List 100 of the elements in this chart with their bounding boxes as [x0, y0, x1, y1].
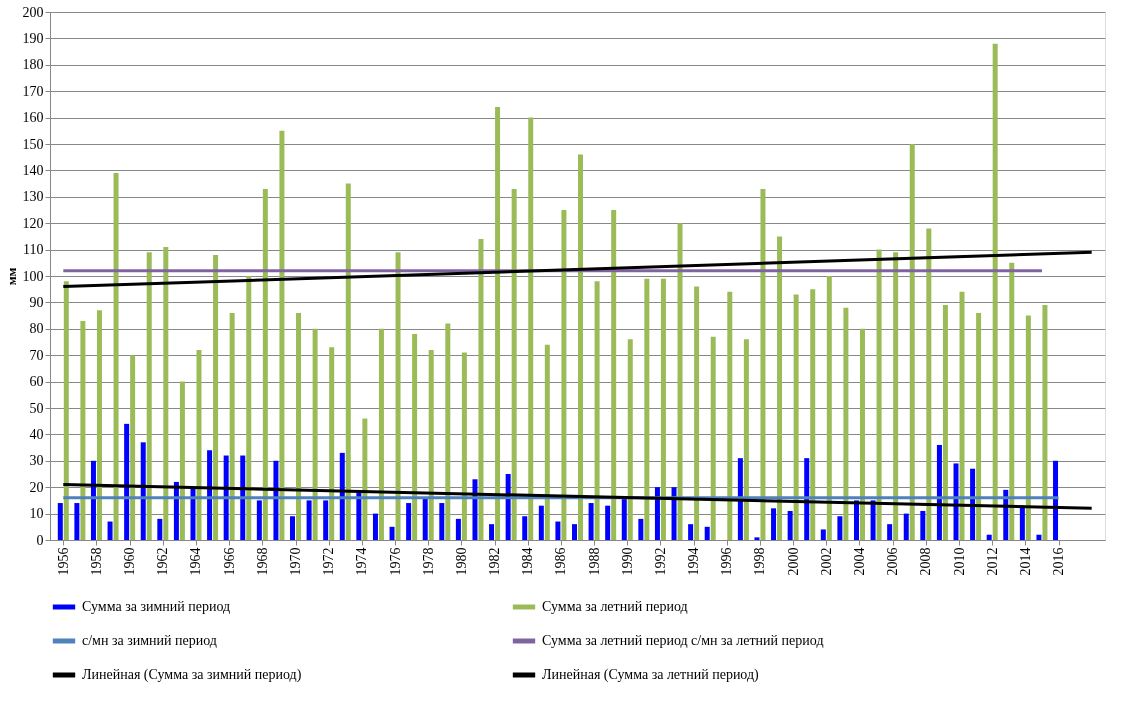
x-tick-label: 1982: [487, 547, 503, 576]
bar: [80, 320, 86, 540]
bar: [196, 349, 202, 540]
bar: [412, 334, 418, 540]
bar: [909, 144, 915, 540]
x-tick-label: 1978: [420, 547, 436, 576]
x-tick-label: 1968: [254, 547, 270, 576]
bar: [455, 518, 461, 540]
bar: [207, 450, 213, 540]
bar: [1053, 460, 1059, 540]
bar: [787, 510, 793, 540]
x-tick-label: 1974: [354, 547, 370, 576]
bar: [671, 487, 677, 540]
x-tick-label: 1984: [520, 547, 536, 576]
bar: [279, 130, 285, 540]
bar: [826, 276, 832, 540]
bar: [323, 500, 329, 540]
bar: [638, 518, 644, 540]
bar: [920, 510, 926, 540]
bar: [1042, 305, 1048, 540]
y-tick-label: 80: [29, 321, 44, 337]
x-tick-label: 2004: [851, 547, 867, 576]
y-tick-label: 160: [22, 110, 44, 126]
bar: [422, 497, 428, 540]
bar: [256, 500, 262, 540]
bar: [621, 497, 627, 540]
bar: [229, 312, 235, 540]
bar: [704, 526, 710, 540]
x-tick-label: 1998: [752, 547, 768, 576]
bar: [356, 492, 362, 540]
x-tick-label: 1988: [586, 547, 602, 576]
bar: [522, 516, 528, 540]
x-tick-label: 1980: [453, 547, 469, 576]
y-tick-label: 140: [22, 162, 44, 178]
y-axis-title: мм: [3, 267, 19, 286]
bar: [942, 305, 948, 540]
x-tick-label: 1996: [719, 547, 735, 576]
x-tick-label: 1960: [122, 547, 138, 576]
bar: [74, 503, 80, 540]
bar: [190, 487, 196, 540]
bar: [903, 513, 909, 540]
bar: [489, 524, 495, 540]
y-tick-label: 70: [29, 347, 44, 363]
bar: [1036, 534, 1042, 540]
bar: [561, 210, 567, 540]
y-tick-label: 40: [29, 426, 44, 442]
x-tick-label: 2006: [885, 547, 901, 576]
y-tick-label: 90: [29, 294, 44, 310]
bar: [362, 418, 368, 540]
bar: [273, 460, 279, 540]
x-tick-label: 1986: [553, 547, 569, 576]
y-tick-label: 110: [23, 242, 44, 258]
bar: [754, 537, 760, 540]
bar: [578, 154, 583, 540]
y-tick-label: 100: [22, 268, 44, 284]
bar: [1019, 505, 1025, 540]
legend-label: Сумма за зимний период: [82, 599, 231, 614]
bar: [605, 505, 611, 540]
y-tick-label: 10: [29, 506, 44, 522]
bar: [970, 468, 976, 540]
y-tick-label: 60: [29, 374, 44, 390]
bar: [107, 521, 113, 540]
bar: [853, 500, 859, 540]
x-tick-label: 1994: [686, 547, 702, 576]
bar: [96, 310, 102, 540]
bar: [472, 479, 478, 540]
bar: [926, 228, 932, 540]
bar: [113, 173, 119, 540]
bar: [1009, 262, 1015, 540]
x-tick-label: 2016: [1051, 547, 1067, 576]
y-tick-label: 20: [29, 479, 44, 495]
x-tick-label: 2008: [918, 547, 934, 576]
bar: [179, 381, 185, 540]
bar: [157, 518, 163, 540]
bar: [760, 188, 766, 540]
bar: [1025, 315, 1031, 540]
bar: [528, 117, 534, 540]
x-tick-label: 1964: [188, 547, 204, 576]
bar: [737, 458, 743, 540]
bar: [240, 455, 246, 540]
bar: [262, 188, 268, 540]
y-tick-label: 180: [22, 57, 44, 73]
x-tick-label: 2014: [1017, 547, 1033, 576]
legend-label: Сумма за летний период: [542, 599, 688, 614]
y-tick-label: 120: [22, 215, 44, 231]
bar: [859, 328, 865, 540]
x-tick-label: 1958: [88, 547, 104, 576]
legend-label: Линейная (Сумма за зимний период): [82, 667, 302, 683]
x-tick-label: 2012: [984, 547, 1000, 576]
bar: [843, 307, 849, 540]
bar: [611, 210, 617, 540]
bar: [306, 500, 312, 540]
bar: [329, 347, 335, 540]
bar: [461, 352, 467, 540]
y-tick-label: 150: [22, 136, 44, 152]
bar: [223, 455, 229, 540]
bar: [644, 278, 650, 540]
y-tick-label: 190: [22, 30, 44, 46]
bar: [893, 252, 899, 540]
bar: [710, 336, 716, 540]
